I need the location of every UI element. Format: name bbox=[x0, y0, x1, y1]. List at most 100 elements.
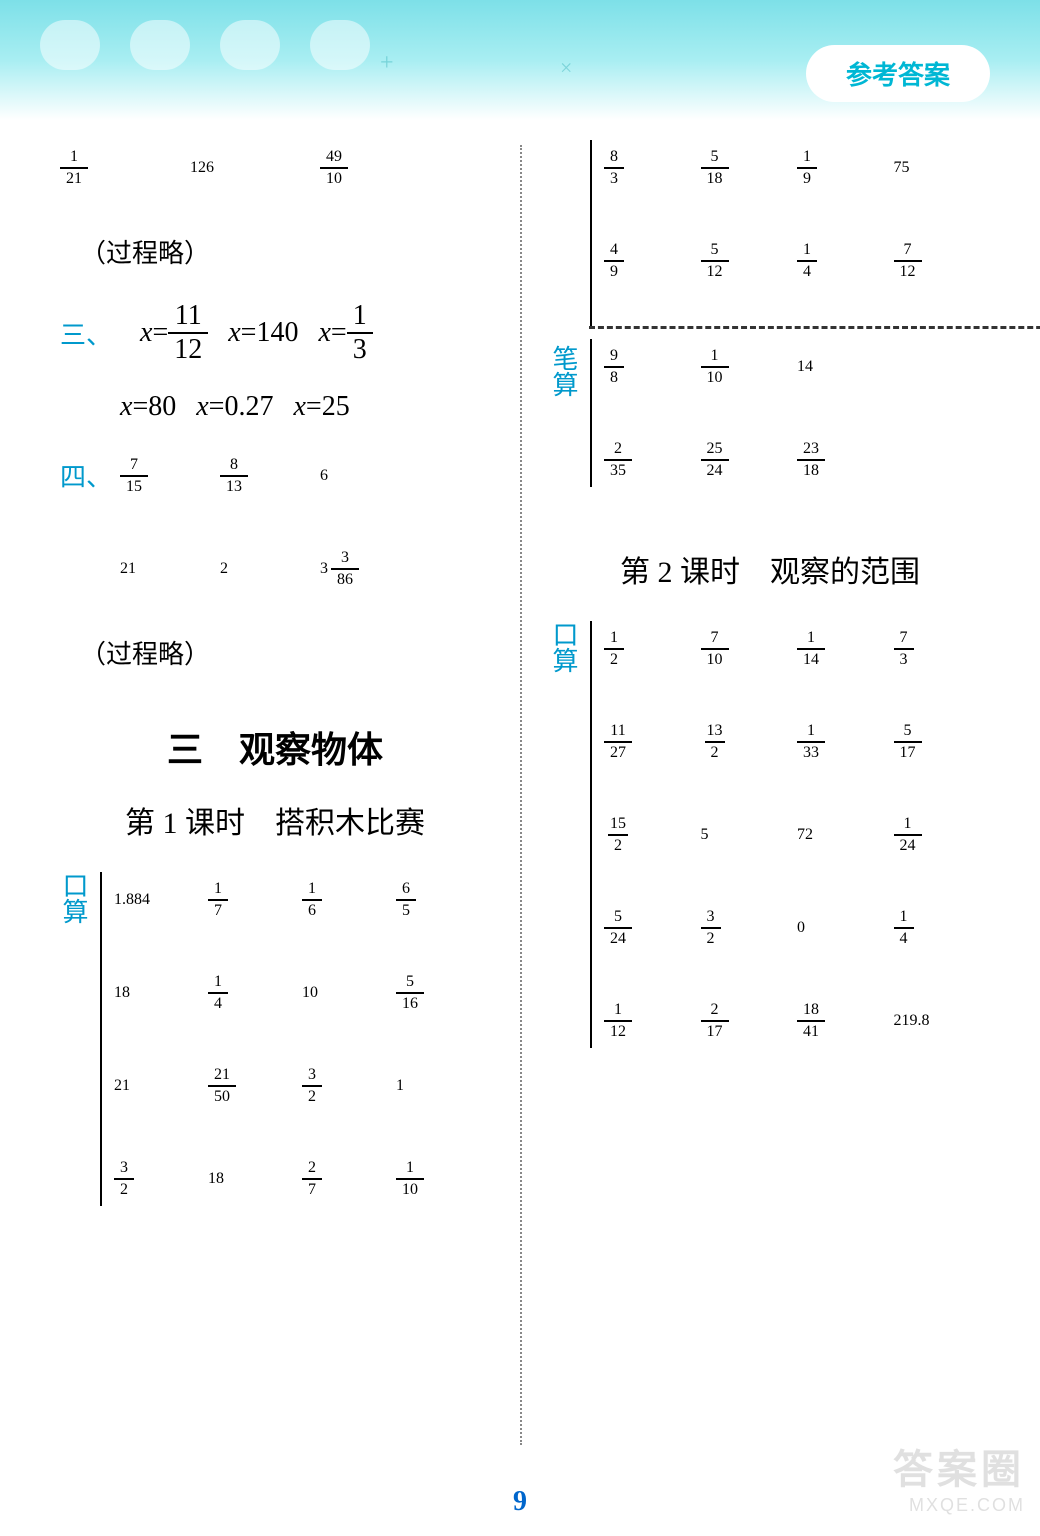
table-row: 49 512 14 712 bbox=[604, 233, 990, 288]
dashed-divider bbox=[589, 326, 1040, 329]
fraction: 235 bbox=[604, 439, 632, 481]
continued-table: 8351819754951214712笔算981101423525242318 bbox=[550, 140, 990, 487]
cell: 14 bbox=[797, 240, 894, 282]
equation: x=0.27 bbox=[196, 391, 273, 423]
table-row: 83 518 19 75 bbox=[604, 140, 990, 195]
eq-row: 三、x=1112x=140x=13 bbox=[60, 300, 490, 366]
fraction: 152 bbox=[604, 814, 632, 856]
cell: 114 bbox=[797, 628, 894, 670]
fraction: 217 bbox=[701, 1000, 729, 1042]
cell: 5 bbox=[701, 826, 798, 844]
cell: 517 bbox=[894, 721, 991, 763]
right-column: 8351819754951214712笔算981101423525242318第… bbox=[520, 140, 1040, 1244]
cell: 72 bbox=[797, 826, 894, 844]
table-row: 1127132 133517 bbox=[604, 714, 990, 769]
table-row: 9811014 bbox=[604, 339, 990, 394]
table-row: 1.8841716 65 bbox=[114, 872, 490, 927]
cell: 512 bbox=[701, 240, 798, 282]
cell: 14 bbox=[894, 907, 991, 949]
cell: 516 bbox=[396, 972, 490, 1014]
table-row: 321827110 bbox=[114, 1151, 490, 1206]
cell: 49 bbox=[604, 240, 701, 282]
top-row: 121 1264910 bbox=[60, 140, 490, 195]
fraction: 14 bbox=[208, 972, 228, 1014]
badge-text: 参考答案 bbox=[846, 60, 950, 90]
fraction: 16 bbox=[302, 879, 322, 921]
cell: 124 bbox=[894, 814, 991, 856]
fraction: 813 bbox=[220, 455, 248, 497]
equation: x=140 bbox=[228, 317, 298, 349]
cell: 217 bbox=[701, 1000, 798, 1042]
answer-key-badge: 参考答案 bbox=[806, 45, 990, 102]
cell: 32 bbox=[114, 1158, 208, 1200]
fraction: 2524 bbox=[701, 439, 729, 481]
cell: 126 bbox=[190, 159, 320, 177]
fraction: 2150 bbox=[208, 1065, 236, 1107]
table-row: 12 71011473 bbox=[604, 621, 990, 676]
x-icon: × bbox=[560, 55, 572, 81]
fraction: 83 bbox=[604, 147, 624, 189]
fraction: 32 bbox=[302, 1065, 322, 1107]
cell: 710 bbox=[701, 628, 798, 670]
cell: 152 bbox=[604, 814, 701, 856]
left-column: 1211264910（过程略）三、x=1112x=140x=13x=80x=0.… bbox=[0, 140, 520, 1244]
fraction: 73 bbox=[894, 628, 914, 670]
fraction: 121 bbox=[60, 147, 88, 189]
fraction: 4910 bbox=[320, 147, 348, 189]
cell: 32 bbox=[701, 907, 798, 949]
cell: 1127 bbox=[604, 721, 701, 763]
cell: 712 bbox=[894, 240, 991, 282]
table-row: 181410516 bbox=[114, 965, 490, 1020]
fraction: 524 bbox=[604, 907, 632, 949]
cell: 18 bbox=[114, 984, 208, 1002]
cell: 715 bbox=[120, 455, 220, 497]
cell: 518 bbox=[701, 147, 798, 189]
cell: 2318 bbox=[797, 439, 894, 481]
lesson-title: 第 2 课时 观察的范围 bbox=[550, 547, 990, 591]
cell: 0 bbox=[797, 919, 894, 937]
cell: 2524 bbox=[701, 439, 798, 481]
cell: 83 bbox=[604, 147, 701, 189]
kousuan-label: 口算 bbox=[545, 621, 582, 673]
header-decorations bbox=[40, 20, 370, 70]
lesson-title: 第 1 课时 搭积木比赛 bbox=[60, 798, 490, 842]
cell: 1.884 bbox=[114, 891, 208, 909]
cell: 219.8 bbox=[894, 1012, 991, 1030]
fraction: 512 bbox=[701, 240, 729, 282]
cell: 65 bbox=[396, 879, 490, 921]
cell: 4910 bbox=[320, 147, 450, 189]
fraction: 13 bbox=[347, 300, 373, 366]
note: （过程略） bbox=[80, 634, 490, 671]
fraction: 715 bbox=[120, 455, 148, 497]
cell: 3386 bbox=[320, 548, 420, 590]
fraction: 712 bbox=[894, 240, 922, 282]
fraction: 517 bbox=[894, 721, 922, 763]
fraction: 14 bbox=[797, 240, 817, 282]
fraction: 12 bbox=[604, 628, 624, 670]
cell: 235 bbox=[604, 439, 701, 481]
fraction: 32 bbox=[114, 1158, 134, 1200]
cell: 98 bbox=[604, 346, 701, 388]
cell: 110 bbox=[396, 1158, 490, 1200]
cell: 6 bbox=[320, 467, 420, 485]
fraction: 124 bbox=[894, 814, 922, 856]
cell: 110 bbox=[701, 346, 798, 388]
fraction: 19 bbox=[797, 147, 817, 189]
cell: 32 bbox=[302, 1065, 396, 1107]
cell: 2150 bbox=[208, 1065, 302, 1107]
fraction: 518 bbox=[701, 147, 729, 189]
watermark-url: MXQE.COM bbox=[893, 1495, 1025, 1516]
cell: 17 bbox=[208, 879, 302, 921]
plus-icon: + bbox=[380, 50, 394, 77]
cell: 12 bbox=[604, 628, 701, 670]
fraction: 1841 bbox=[797, 1000, 825, 1042]
cell: 75 bbox=[894, 159, 991, 177]
watermark: 答案圈 MXQE.COM bbox=[893, 1437, 1025, 1516]
cell: 813 bbox=[220, 455, 320, 497]
page-number: 9 bbox=[0, 1486, 1040, 1518]
fraction: 132 bbox=[701, 721, 729, 763]
fraction: 49 bbox=[604, 240, 624, 282]
fraction: 110 bbox=[396, 1158, 424, 1200]
cell: 133 bbox=[797, 721, 894, 763]
fraction: 516 bbox=[396, 972, 424, 1014]
